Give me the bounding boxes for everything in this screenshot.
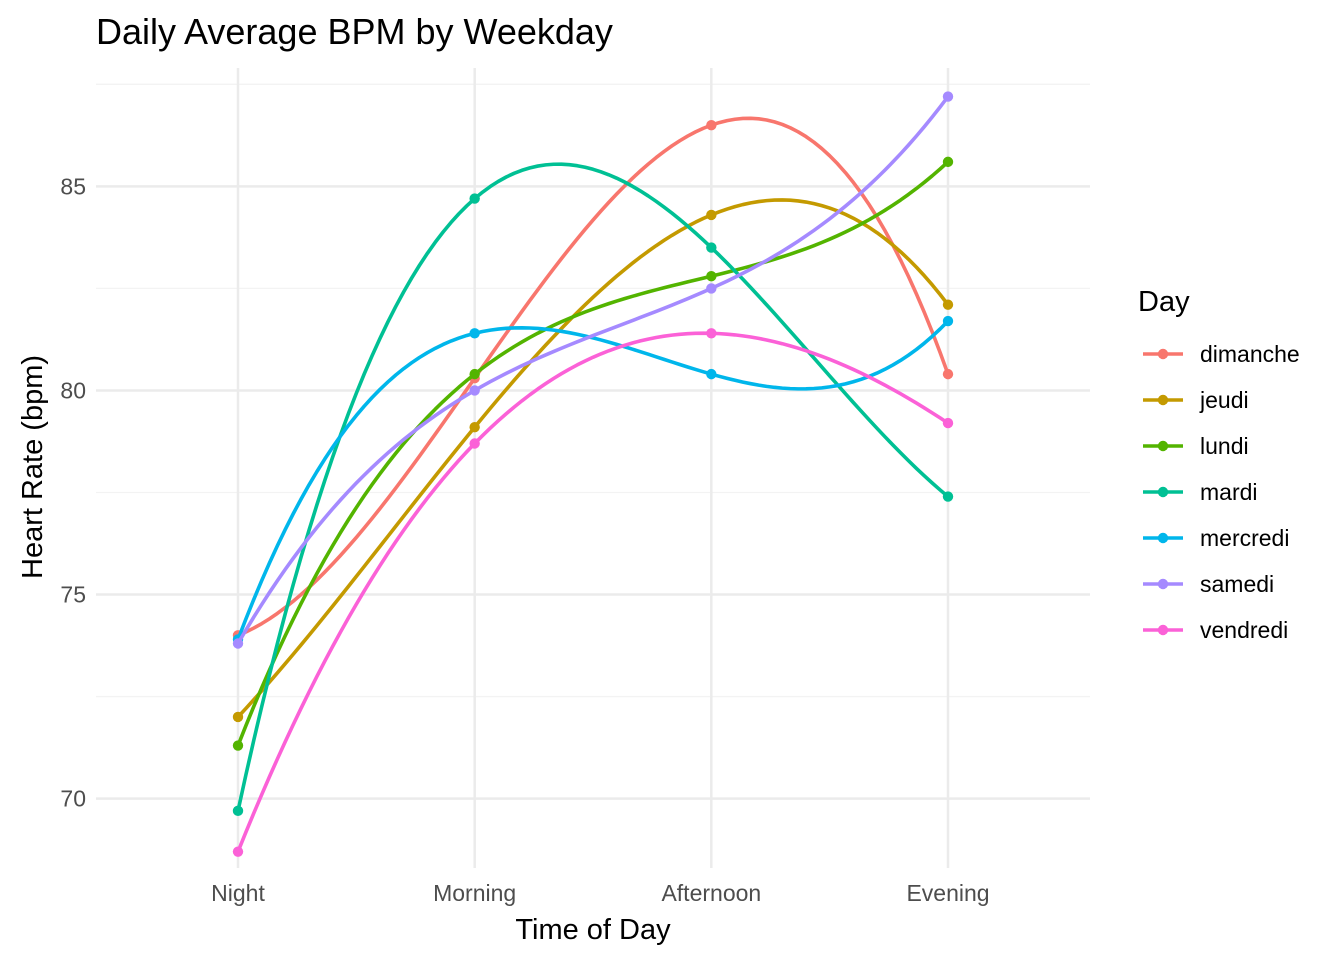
legend-label: mercredi [1200, 525, 1289, 551]
legend-key-point [1157, 624, 1169, 636]
legend-item-mercredi: mercredi [1143, 525, 1289, 551]
series-dimanche [232, 116, 954, 641]
legend-key-point [1157, 532, 1169, 544]
legend-key-point [1157, 394, 1169, 406]
legend-key-point [1157, 348, 1169, 360]
series-lundi [232, 156, 954, 751]
data-point-jeudi [942, 299, 954, 310]
data-point-mercredi [706, 368, 717, 380]
data-point-lundi [942, 156, 954, 168]
data-point-dimanche [942, 368, 954, 380]
data-point-samedi [232, 638, 244, 649]
data-point-samedi [706, 283, 717, 294]
data-point-vendredi [706, 328, 717, 339]
y-tick-label: 75 [60, 582, 86, 608]
data-point-mardi [706, 242, 717, 253]
legend-label: lundi [1200, 433, 1249, 459]
legend-label: dimanche [1200, 341, 1300, 367]
data-point-samedi [942, 91, 954, 102]
legend-item-dimanche: dimanche [1143, 341, 1300, 367]
data-point-jeudi [706, 209, 717, 221]
legend-item-mardi: mardi [1143, 479, 1258, 505]
data-point-mardi [942, 491, 954, 502]
x-tick-label: Evening [906, 880, 989, 906]
x-axis-ticks: Night Morning Afternoon Evening [211, 880, 989, 906]
legend-item-jeudi: jeudi [1143, 387, 1249, 413]
data-point-vendredi [232, 846, 244, 857]
data-point-lundi [232, 740, 244, 751]
y-axis-ticks: 70 75 80 85 [60, 173, 86, 811]
series-line-vendredi [236, 331, 950, 854]
data-point-samedi [469, 385, 480, 396]
data-point-jeudi [469, 421, 480, 433]
series-line-dimanche [236, 116, 950, 638]
y-tick-label: 85 [60, 173, 86, 199]
data-point-mardi [469, 193, 480, 204]
legend-key-point [1157, 486, 1169, 498]
y-tick-label: 80 [60, 377, 86, 403]
series-line-jeudi [236, 198, 950, 719]
series-line-lundi [236, 160, 950, 748]
data-point-lundi [469, 368, 480, 380]
legend-label: vendredi [1200, 617, 1288, 643]
data-point-vendredi [469, 438, 480, 449]
data-point-vendredi [942, 417, 954, 429]
x-tick-label: Morning [433, 880, 516, 906]
series-vendredi [232, 328, 954, 857]
series-jeudi [232, 198, 954, 723]
y-tick-label: 70 [60, 786, 86, 812]
legend-items: dimanche jeudi lundi mardi mercredi samedi ven… [1143, 341, 1300, 643]
legend-key-point [1157, 440, 1169, 452]
data-point-mercredi [942, 315, 954, 327]
y-axis-title: Heart Rate (bpm) [17, 355, 49, 579]
series-group [232, 91, 954, 857]
legend-item-lundi: lundi [1143, 433, 1249, 459]
legend: Day dimanche jeudi lundi mardi mercredi samed… [1138, 286, 1300, 643]
grid [96, 68, 1090, 868]
x-axis-title: Time of Day [515, 914, 671, 946]
legend-label: jeudi [1199, 387, 1249, 413]
legend-key-point [1157, 578, 1169, 590]
data-point-dimanche [706, 119, 717, 131]
series-line-mardi [236, 162, 950, 813]
chart-title: Daily Average BPM by Weekday [96, 11, 613, 52]
series-line-samedi [236, 94, 950, 646]
data-point-jeudi [232, 711, 244, 723]
series-samedi [232, 91, 954, 649]
legend-label: samedi [1200, 571, 1274, 597]
legend-item-vendredi: vendredi [1143, 617, 1288, 643]
legend-item-samedi: samedi [1143, 571, 1274, 597]
data-point-mardi [232, 805, 244, 817]
data-point-lundi [706, 270, 717, 282]
x-tick-label: Afternoon [661, 880, 761, 906]
legend-label: mardi [1200, 479, 1258, 505]
series-mardi [232, 162, 954, 817]
data-point-mercredi [469, 328, 480, 339]
legend-title: Day [1138, 286, 1190, 318]
series-line-mercredi [236, 319, 950, 642]
x-tick-label: Night [211, 880, 265, 906]
